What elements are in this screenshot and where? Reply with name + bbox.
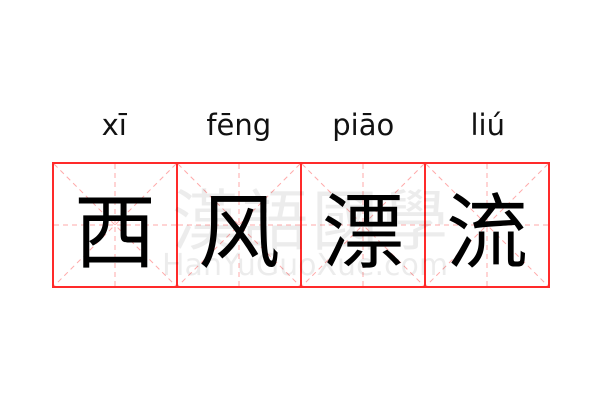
pinyin-row: xī fēng piāo liú [52, 108, 550, 142]
pinyin-3: piāo [332, 108, 395, 142]
character-grid: 西 风 漂 流 [52, 162, 550, 288]
grid-cell-4: 流 [426, 164, 548, 286]
grid-cell-2: 风 [178, 164, 302, 286]
grid-cell-1: 西 [54, 164, 178, 286]
hanzi-3: 漂 [321, 185, 404, 281]
hanzi-1: 西 [73, 185, 156, 281]
pinyin-2: fēng [206, 108, 272, 142]
grid-guides [302, 164, 424, 286]
grid-guides [54, 164, 176, 286]
pinyin-4: liú [470, 108, 506, 142]
pinyin-1: xī [101, 108, 127, 142]
grid-guides [426, 164, 548, 286]
grid-guides [178, 164, 300, 286]
hanzi-2: 风 [197, 185, 280, 281]
grid-cell-3: 漂 [302, 164, 426, 286]
hanzi-4: 流 [445, 185, 528, 281]
